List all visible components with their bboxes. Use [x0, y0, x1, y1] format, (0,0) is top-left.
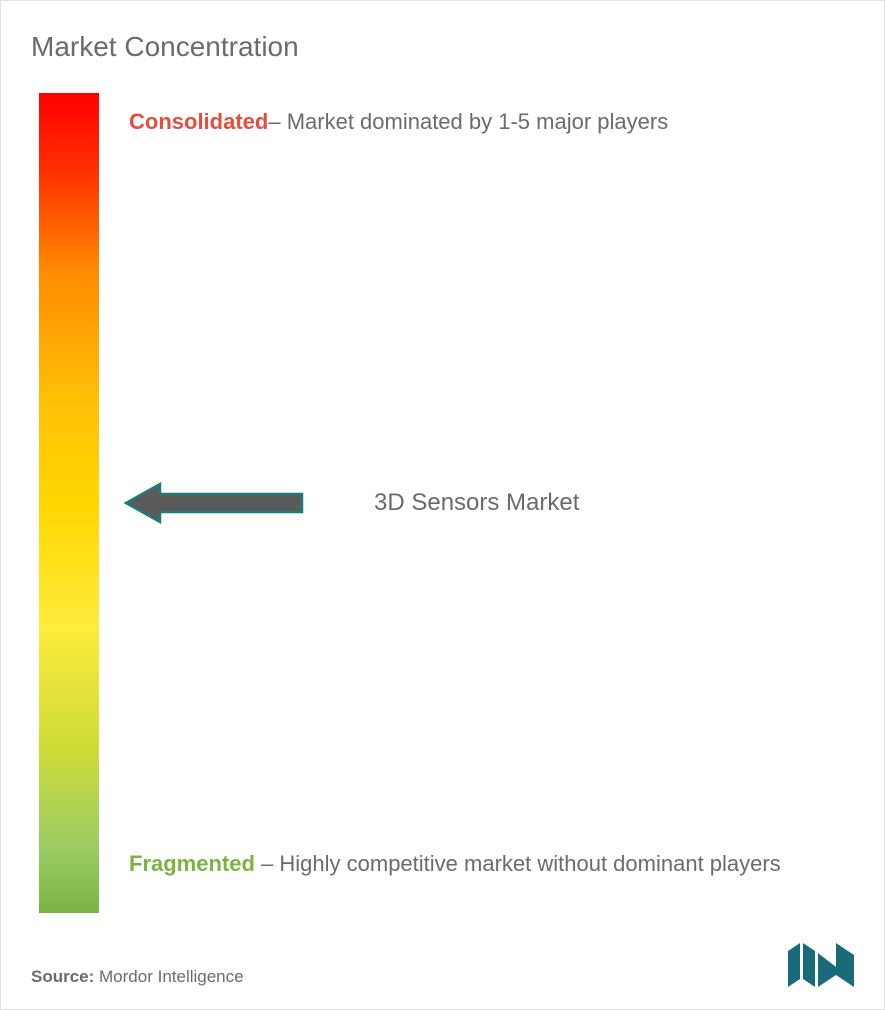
footer: Source: Mordor Intelligence — [31, 943, 854, 987]
content-area: Consolidated– Market dominated by 1-5 ma… — [31, 93, 854, 923]
mordor-logo-icon — [788, 943, 854, 987]
concentration-gradient-bar — [39, 93, 99, 913]
fragmented-strong: Fragmented — [129, 851, 255, 876]
market-pointer: 3D Sensors Market — [124, 481, 579, 525]
consolidated-label: Consolidated– Market dominated by 1-5 ma… — [129, 98, 834, 146]
source-label: Source: — [31, 967, 94, 986]
arrow-icon — [124, 481, 304, 525]
chart-title: Market Concentration — [31, 31, 854, 63]
consolidated-strong: Consolidated — [129, 109, 268, 134]
fragmented-text: – Highly competitive market without domi… — [255, 851, 781, 876]
source-citation: Source: Mordor Intelligence — [31, 967, 244, 987]
labels-area: Consolidated– Market dominated by 1-5 ma… — [99, 93, 854, 923]
source-value: Mordor Intelligence — [94, 967, 243, 986]
infographic-container: Market Concentration Consol — [0, 0, 885, 1010]
consolidated-text: – Market dominated by 1-5 major players — [268, 109, 668, 134]
fragmented-label: Fragmented – Highly competitive market w… — [129, 840, 834, 888]
market-name: 3D Sensors Market — [374, 489, 579, 517]
